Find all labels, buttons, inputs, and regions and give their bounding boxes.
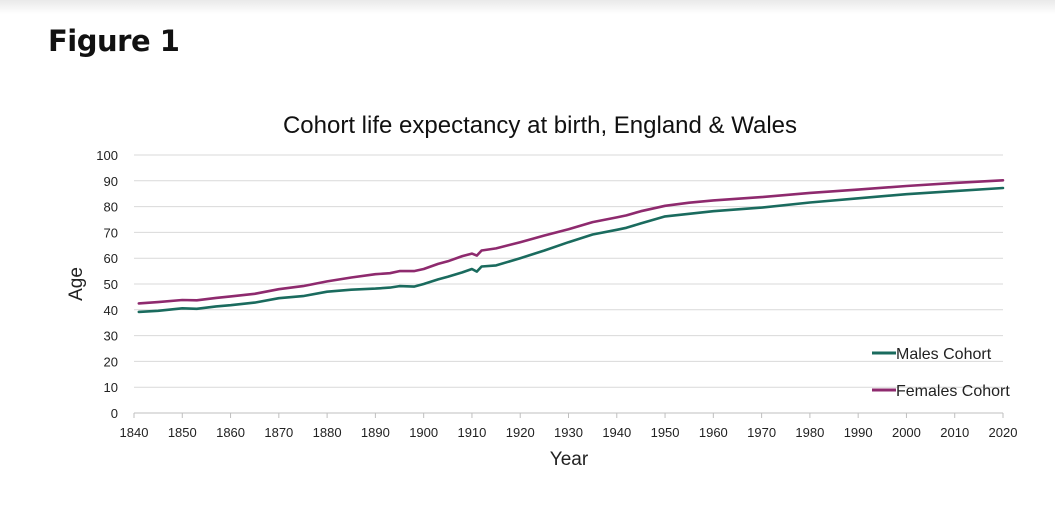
series-lines xyxy=(137,179,1005,314)
series-line-females-cohort xyxy=(137,179,1005,305)
y-tick-label: 30 xyxy=(104,329,118,344)
x-tick-label: 1970 xyxy=(747,425,776,440)
y-tick-label: 60 xyxy=(104,251,118,266)
legend: Males Cohort Females Cohort xyxy=(872,346,1010,400)
x-axis-title: Year xyxy=(550,449,589,470)
legend-label: Females Cohort xyxy=(896,383,1010,400)
x-tick-label: 1950 xyxy=(651,425,680,440)
x-tick-label: 1890 xyxy=(361,425,390,440)
x-tick-label: 1990 xyxy=(844,425,873,440)
x-tick-label: 1860 xyxy=(216,425,245,440)
x-tick-label: 1930 xyxy=(554,425,583,440)
legend-label: Males Cohort xyxy=(896,346,992,363)
x-tick-label: 2020 xyxy=(989,425,1018,440)
x-tick-label: 1850 xyxy=(168,425,197,440)
x-tick-label: 1920 xyxy=(506,425,535,440)
series-line-males-cohort xyxy=(137,186,1005,314)
x-tick-label: 1980 xyxy=(795,425,824,440)
figure-label: Figure 1 xyxy=(48,24,180,58)
x-tick-label: 1960 xyxy=(699,425,728,440)
y-tick-label: 10 xyxy=(104,380,118,395)
y-axis-ticks: 0 10 20 30 40 50 60 70 80 90 100 xyxy=(96,148,118,421)
x-tick-label: 1900 xyxy=(409,425,438,440)
x-tick-label: 1840 xyxy=(120,425,149,440)
x-tick-label: 1880 xyxy=(313,425,342,440)
y-tick-label: 0 xyxy=(111,406,118,421)
x-tick-label: 1940 xyxy=(602,425,631,440)
top-shade xyxy=(0,0,1055,14)
y-axis-title: Age xyxy=(66,267,87,301)
gridlines xyxy=(134,154,1003,388)
y-tick-label: 20 xyxy=(104,354,118,369)
y-tick-label: 40 xyxy=(104,303,118,318)
x-tick-label: 1870 xyxy=(264,425,293,440)
y-tick-label: 80 xyxy=(104,200,118,215)
y-tick-label: 90 xyxy=(104,174,118,189)
x-tick-label: 2000 xyxy=(892,425,921,440)
chart-title: Cohort life expectancy at birth, England… xyxy=(283,112,797,139)
y-tick-label: 50 xyxy=(104,277,118,292)
x-tick-label: 2010 xyxy=(940,425,969,440)
y-tick-label: 100 xyxy=(96,148,118,163)
x-tick-label: 1910 xyxy=(457,425,486,440)
x-axis-ticks: 1840 1850 1860 1870 1880 1890 1900 1910 1920 1930… xyxy=(120,413,1018,440)
y-tick-label: 70 xyxy=(104,225,118,240)
